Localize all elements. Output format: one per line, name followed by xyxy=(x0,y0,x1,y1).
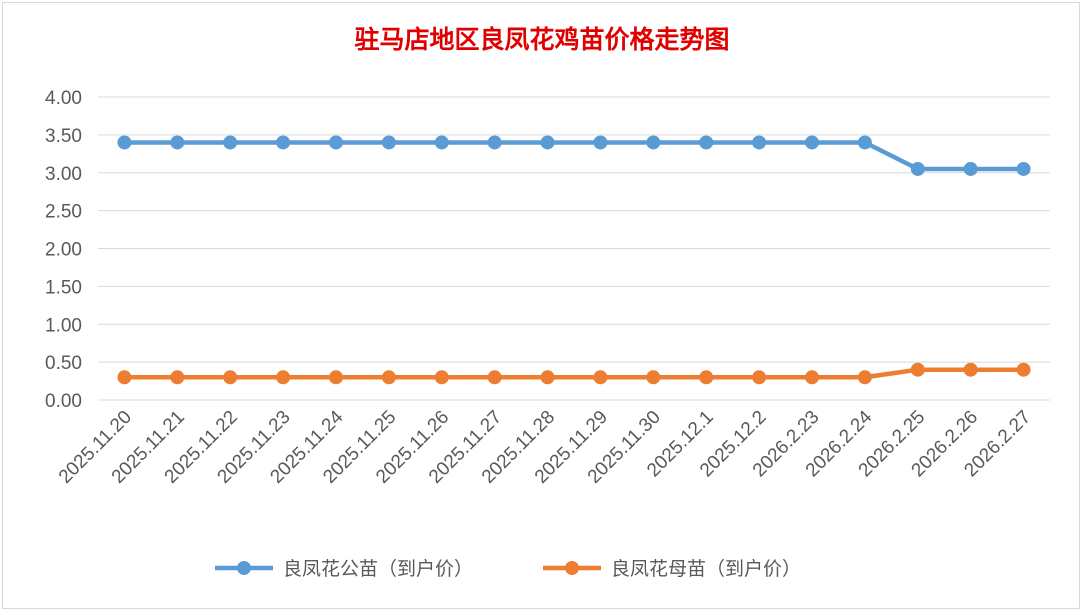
data-point xyxy=(170,370,185,385)
data-point xyxy=(910,161,925,176)
data-point xyxy=(1016,362,1031,377)
legend: 良凤花公苗（到户价） 良凤花母苗（到户价） xyxy=(215,558,801,580)
y-tick-label: 3.50 xyxy=(45,126,82,147)
y-tick-label: 2.00 xyxy=(45,240,82,261)
series-group xyxy=(117,135,1031,385)
data-point xyxy=(540,135,555,150)
data-point xyxy=(805,135,819,150)
data-point xyxy=(329,370,343,385)
data-point xyxy=(857,370,872,385)
data-point xyxy=(699,370,714,385)
y-tick-label: 0.00 xyxy=(45,391,82,412)
gridlines xyxy=(98,96,1050,401)
data-point xyxy=(752,370,767,385)
data-point xyxy=(540,370,555,385)
series-line xyxy=(122,367,1026,380)
chart-title: 驻马店地区良凤花鸡苗价格走势图 xyxy=(354,25,730,54)
data-point xyxy=(434,135,449,150)
data-point xyxy=(593,370,608,385)
y-tick-label: 2.50 xyxy=(45,202,82,223)
legend-label: 良凤花公苗（到户价） xyxy=(283,558,473,580)
data-point xyxy=(329,135,343,150)
data-point xyxy=(223,370,238,385)
data-point xyxy=(170,135,185,150)
data-point xyxy=(593,135,608,150)
series-1 xyxy=(117,135,1031,176)
data-point xyxy=(381,370,396,385)
data-point xyxy=(857,135,872,150)
data-point xyxy=(963,161,978,176)
y-axis: 0.00 0.50 1.00 1.50 2.00 2.50 3.00 3.50 4.00 xyxy=(45,88,82,412)
y-tick-label: 3.00 xyxy=(45,164,82,185)
data-point xyxy=(646,370,661,385)
data-point xyxy=(117,370,132,385)
y-tick-label: 0.50 xyxy=(45,353,82,374)
data-point xyxy=(223,135,238,150)
y-tick-label: 4.00 xyxy=(45,88,82,109)
series-2 xyxy=(117,362,1031,385)
legend-marker xyxy=(565,561,579,575)
data-point xyxy=(699,135,714,150)
legend-item-2: 良凤花母苗（到户价） xyxy=(543,558,801,580)
data-point xyxy=(805,370,819,385)
data-point xyxy=(1016,161,1031,176)
data-point xyxy=(381,135,396,150)
data-point xyxy=(487,370,502,385)
data-point xyxy=(276,370,291,385)
x-axis: 2025.11.202025.11.212025.11.222025.11.23… xyxy=(55,406,1035,487)
data-point xyxy=(276,135,291,150)
data-point xyxy=(487,135,502,150)
data-point xyxy=(963,362,978,377)
data-point xyxy=(910,362,925,377)
legend-marker xyxy=(237,561,251,575)
series-line xyxy=(122,140,1026,172)
y-tick-label: 1.00 xyxy=(45,315,82,336)
legend-label: 良凤花母苗（到户价） xyxy=(611,558,801,580)
data-point xyxy=(752,135,767,150)
y-tick-label: 1.50 xyxy=(45,277,82,298)
legend-item-1: 良凤花公苗（到户价） xyxy=(215,558,473,580)
data-point xyxy=(434,370,449,385)
data-point xyxy=(117,135,132,150)
data-point xyxy=(646,135,661,150)
